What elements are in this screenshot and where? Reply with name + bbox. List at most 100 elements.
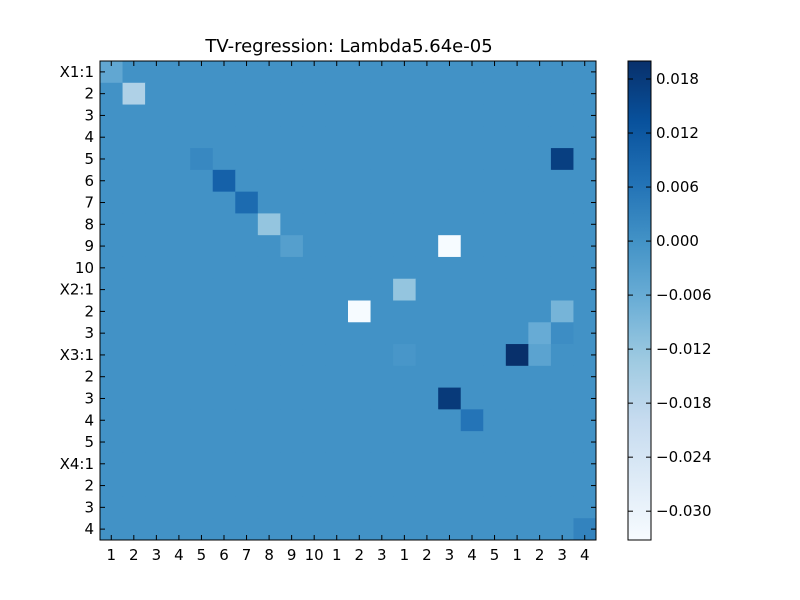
heatmap-cell	[438, 279, 461, 301]
heatmap-cell	[123, 453, 146, 475]
heatmap-cell	[438, 83, 461, 105]
heatmap-cell	[303, 213, 326, 235]
heatmap-cell	[416, 388, 439, 410]
heatmap-cell	[168, 301, 191, 323]
heatmap-cell	[145, 453, 168, 475]
heatmap-cell	[190, 279, 213, 301]
heatmap-cell	[168, 170, 191, 192]
heatmap-cell	[416, 409, 439, 431]
heatmap-cell	[393, 83, 416, 105]
heatmap-cell	[145, 409, 168, 431]
heatmap-cell	[348, 496, 371, 518]
heatmap-cell	[123, 344, 146, 366]
heatmap-cell	[416, 83, 439, 105]
heatmap-cell	[325, 322, 348, 344]
heatmap-cell	[506, 453, 529, 475]
colorbar-tick-label: 0.006	[656, 178, 699, 196]
heatmap-cell	[123, 170, 146, 192]
heatmap-cell	[190, 83, 213, 105]
heatmap-cell	[461, 279, 484, 301]
heatmap-cell	[213, 105, 236, 127]
y-tick-label: 4	[84, 411, 94, 429]
heatmap-cell	[123, 322, 146, 344]
heatmap-cell	[325, 170, 348, 192]
heatmap-cell	[438, 301, 461, 323]
heatmap-cell	[258, 475, 281, 497]
heatmap-cell	[168, 388, 191, 410]
heatmap-cell	[393, 170, 416, 192]
heatmap-cell	[145, 279, 168, 301]
colorbar-tick-label: −0.024	[656, 448, 712, 466]
heatmap-cell	[168, 496, 191, 518]
x-tick-label: 6	[219, 546, 229, 564]
heatmap-cell	[168, 213, 191, 235]
x-tick-label: 9	[287, 546, 297, 564]
y-tick-label: 2	[84, 477, 94, 495]
heatmap-cell	[461, 431, 484, 453]
heatmap-cell	[280, 388, 303, 410]
heatmap-cell	[213, 496, 236, 518]
heatmap-cell	[393, 431, 416, 453]
heatmap-cell	[393, 148, 416, 170]
heatmap-cell	[461, 453, 484, 475]
y-tick-label: 5	[84, 433, 94, 451]
heatmap-cell	[371, 344, 394, 366]
heatmap-cell	[551, 105, 574, 127]
heatmap-cell	[528, 344, 551, 366]
heatmap-cell	[325, 148, 348, 170]
heatmap-cell	[235, 213, 258, 235]
heatmap-cell	[348, 409, 371, 431]
heatmap-cell	[325, 213, 348, 235]
heatmap-cell	[348, 213, 371, 235]
heatmap-cell	[348, 192, 371, 214]
heatmap-cell	[551, 148, 574, 170]
heatmap-cell	[235, 192, 258, 214]
heatmap-cell	[145, 235, 168, 257]
heatmap-cell	[235, 126, 258, 148]
heatmap-cell	[235, 301, 258, 323]
heatmap-cell	[371, 431, 394, 453]
heatmap-cell	[280, 279, 303, 301]
x-tick-label: 7	[242, 546, 252, 564]
heatmap-cell	[280, 366, 303, 388]
heatmap-cell	[235, 257, 258, 279]
heatmap-cell	[303, 235, 326, 257]
heatmap-cell	[168, 475, 191, 497]
heatmap-cell	[348, 148, 371, 170]
heatmap-cell	[258, 344, 281, 366]
heatmap-cell	[145, 431, 168, 453]
y-tick-label: 4	[84, 520, 94, 538]
heatmap-cell	[168, 148, 191, 170]
y-tick-label: 9	[84, 237, 94, 255]
heatmap-cell	[483, 366, 506, 388]
heatmap-cell	[371, 126, 394, 148]
x-tick-label: 5	[197, 546, 207, 564]
heatmap-cell	[461, 344, 484, 366]
heatmap-cell	[506, 388, 529, 410]
colorbar-tick-label: 0.018	[656, 70, 699, 88]
heatmap-cell	[123, 235, 146, 257]
x-tick-label: 3	[377, 546, 387, 564]
heatmap-cell	[280, 235, 303, 257]
x-tick-label: 1	[332, 546, 342, 564]
heatmap-cell	[325, 126, 348, 148]
heatmap-cell	[145, 105, 168, 127]
heatmap-cell	[393, 235, 416, 257]
heatmap-cell	[483, 257, 506, 279]
heatmap-cell	[416, 431, 439, 453]
heatmap-cell	[168, 192, 191, 214]
heatmap-cell	[483, 213, 506, 235]
heatmap-cell	[325, 366, 348, 388]
heatmap-cell	[213, 170, 236, 192]
heatmap-cell	[551, 431, 574, 453]
y-tick-label: X3:1	[60, 346, 94, 364]
heatmap-cell	[258, 453, 281, 475]
heatmap-cell	[168, 105, 191, 127]
heatmap-cell	[461, 192, 484, 214]
heatmap-cell	[393, 126, 416, 148]
heatmap-cell	[213, 409, 236, 431]
heatmap-cell	[258, 301, 281, 323]
heatmap-cell	[213, 126, 236, 148]
heatmap-cell	[168, 83, 191, 105]
heatmap-cell	[303, 322, 326, 344]
